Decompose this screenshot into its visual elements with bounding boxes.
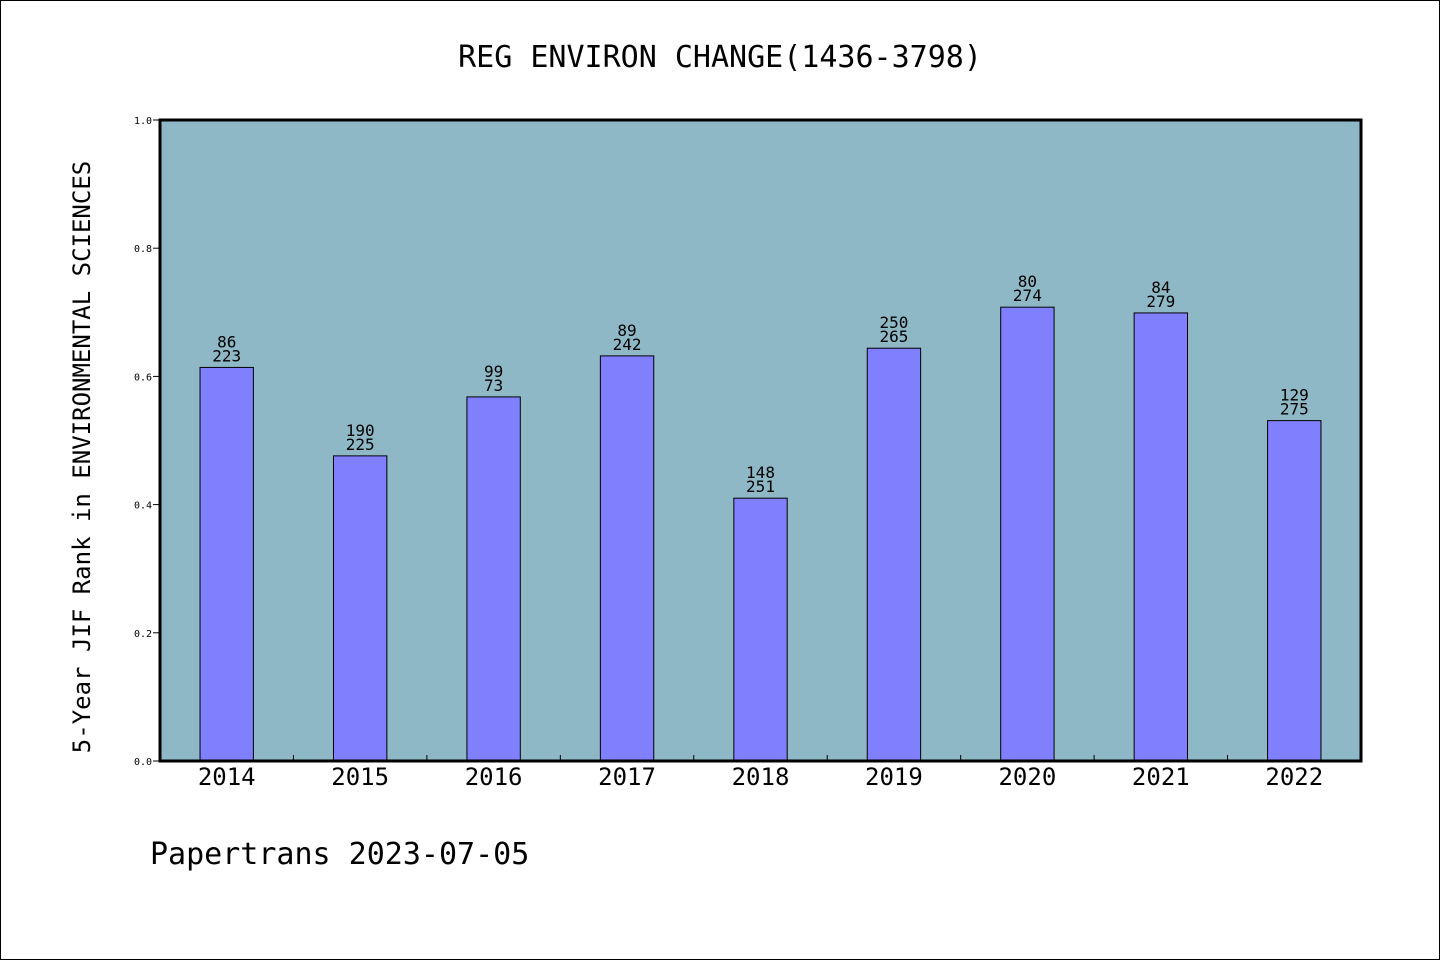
- y-tick-label: 0.8: [134, 244, 152, 255]
- x-tick-label: 2015: [331, 763, 389, 791]
- bar-label-bottom: 242: [613, 335, 642, 354]
- bar-label-top: 86: [217, 332, 236, 351]
- bar-label-bottom: 223: [212, 346, 241, 365]
- bar-label-top: 129: [1280, 386, 1309, 405]
- y-tick-label: 1.0: [134, 116, 152, 127]
- x-tick-label: 2020: [998, 763, 1056, 791]
- bar-label-bottom: 225: [346, 435, 375, 454]
- plot-border: [158, 118, 1363, 763]
- bar-label-top: 190: [346, 421, 375, 440]
- y-tick-label: 0.2: [134, 629, 152, 640]
- x-tick-label: 2018: [732, 763, 790, 791]
- bar-label-top: 84: [1151, 278, 1170, 297]
- bar-2016: [466, 396, 521, 762]
- bar-label-top: 80: [1018, 272, 1037, 291]
- bar-label-bottom: 274: [1013, 286, 1042, 305]
- bar-label-top: 99: [484, 362, 503, 381]
- y-axis-label: 5-Year JIF Rank in ENVIRONMENTAL SCIENCE…: [68, 161, 96, 753]
- y-axis: 0.0 0.2 0.4 0.6 0.8 1.0: [134, 116, 160, 768]
- bar-2015: [332, 455, 388, 762]
- footer-text: Papertrans 2023-07-05: [150, 837, 529, 872]
- bar-2017: [599, 355, 655, 762]
- bar-label-top: 148: [746, 463, 775, 482]
- bar-2022: [1267, 420, 1322, 762]
- bar-2021: [1133, 312, 1189, 762]
- y-tick-label: 0.4: [134, 501, 152, 512]
- y-tick-label: 0.0: [134, 757, 152, 768]
- bar-2020: [1000, 306, 1055, 762]
- x-tick-label: 2019: [865, 763, 923, 791]
- bar-label-bottom: 251: [746, 477, 775, 496]
- x-axis: 2014 2015 2016 2017 2018 2019 2020 2021 2022: [198, 755, 1323, 791]
- bar-label-bottom: 279: [1146, 292, 1175, 311]
- bar-2018: [733, 497, 788, 762]
- bar-label-top: 250: [879, 313, 908, 332]
- bar-label-bottom: 265: [879, 327, 908, 346]
- x-tick-label: 2022: [1265, 763, 1323, 791]
- x-tick-label: 2017: [598, 763, 656, 791]
- bar-label-top: 89: [617, 321, 636, 340]
- x-tick-label: 2014: [198, 763, 256, 791]
- chart-title: REG ENVIRON CHANGE(1436-3798): [458, 40, 982, 75]
- bar-label-bottom: 73: [484, 376, 503, 395]
- bar-label-bottom: 275: [1280, 400, 1309, 419]
- bar-2019: [866, 347, 922, 762]
- x-tick-label: 2016: [465, 763, 523, 791]
- bar-2014: [199, 366, 254, 762]
- bar-series: [199, 306, 1322, 762]
- x-tick-label: 2021: [1132, 763, 1190, 791]
- y-tick-label: 0.6: [134, 372, 152, 383]
